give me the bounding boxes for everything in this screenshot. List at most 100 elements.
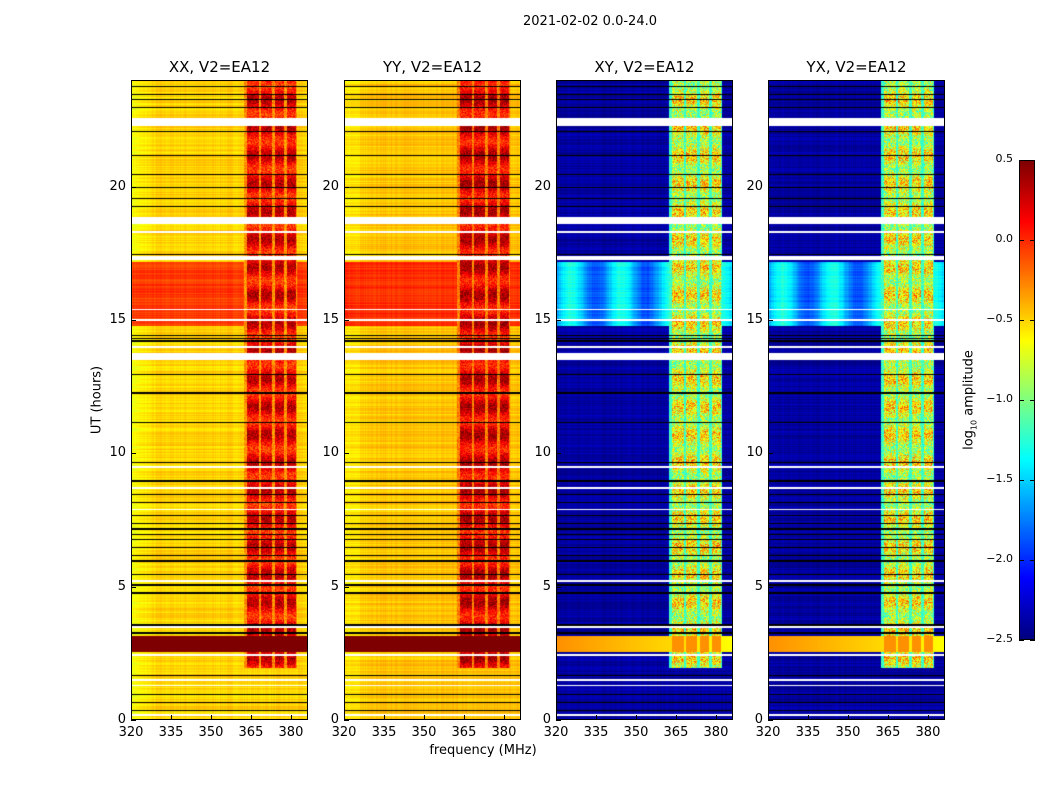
x-tick-mark — [847, 715, 849, 720]
colorbar-tick-mark — [1019, 560, 1024, 561]
figure-title: 2021-02-02 0.0-24.0 — [523, 14, 657, 29]
y-tick-mark — [556, 453, 561, 455]
heatmap-image — [345, 81, 520, 719]
y-tick-mark — [344, 320, 349, 321]
y-tick-label: 0 — [542, 712, 551, 727]
panel-title: YY, V2=EA12 — [382, 58, 483, 76]
y-tick-mark — [768, 320, 773, 321]
y-tick-mark — [556, 586, 561, 588]
heatmap-image — [769, 81, 944, 719]
colorbar-tick-mark — [1030, 400, 1035, 401]
y-tick-mark — [131, 320, 136, 321]
colorbar-tick-mark — [1030, 160, 1035, 161]
y-tick-mark — [768, 586, 773, 588]
y-tick-label: 15 — [109, 312, 126, 327]
colorbar-tick-label: −0.5 — [986, 312, 1013, 325]
y-tick-label: 10 — [746, 445, 763, 461]
colorbar-label: log10 amplitude — [962, 350, 979, 450]
x-tick-label: 380 — [915, 725, 941, 740]
x-tick-label: 380 — [703, 725, 729, 740]
y-tick-label: 10 — [534, 445, 551, 461]
y-tick-label: 5 — [117, 578, 126, 594]
x-tick-label: 350 — [835, 725, 861, 740]
colorbar-tick-mark — [1030, 240, 1035, 241]
colorbar-tick-mark — [1030, 480, 1035, 481]
y-tick-label: 20 — [534, 178, 551, 194]
x-tick-mark — [170, 715, 172, 720]
y-tick-label: 5 — [542, 578, 551, 594]
x-tick-mark — [927, 715, 929, 720]
y-tick-mark — [768, 720, 773, 721]
colorbar-tick-label: −2.0 — [986, 552, 1013, 565]
colorbar-tick-mark — [1019, 240, 1024, 241]
y-tick-mark — [344, 453, 349, 455]
x-tick-mark — [635, 715, 637, 720]
x-tick-mark — [250, 715, 252, 720]
x-tick-label: 335 — [795, 725, 821, 740]
colorbar-tick-label: 0.0 — [995, 232, 1014, 245]
y-tick-mark — [344, 186, 349, 188]
x-tick-mark — [344, 715, 345, 720]
heatmap-image — [557, 81, 732, 719]
colorbar-tick-mark — [1030, 640, 1035, 641]
x-tick-label: 380 — [491, 725, 517, 740]
x-tick-mark — [595, 715, 597, 720]
y-tick-label: 15 — [322, 312, 339, 327]
x-tick-label: 320 — [755, 725, 781, 740]
heatmap-panel — [768, 80, 945, 720]
y-tick-mark — [131, 720, 136, 721]
heatmap-panel — [344, 80, 521, 720]
y-tick-label: 10 — [109, 445, 126, 461]
y-tick-label: 15 — [534, 312, 551, 327]
x-tick-mark — [556, 715, 557, 720]
y-tick-mark — [556, 720, 561, 721]
heatmap-panel — [131, 80, 308, 720]
y-tick-mark — [131, 186, 136, 188]
colorbar-tick-label: −1.0 — [986, 392, 1013, 405]
heatmap-panel — [556, 80, 733, 720]
colorbar-tick-label: −2.5 — [986, 632, 1013, 645]
x-tick-mark — [131, 715, 132, 720]
panel-title: XX, V2=EA12 — [168, 58, 271, 76]
x-tick-mark — [423, 715, 425, 720]
y-tick-label: 5 — [754, 578, 763, 594]
x-tick-label: 320 — [118, 725, 144, 740]
x-tick-mark — [675, 715, 677, 720]
y-tick-mark — [344, 586, 349, 588]
colorbar-tick-mark — [1019, 640, 1024, 641]
heatmap-image — [132, 81, 307, 719]
y-tick-mark — [131, 453, 136, 455]
y-tick-label: 0 — [117, 712, 126, 727]
x-tick-label: 365 — [663, 725, 689, 740]
y-tick-label: 20 — [109, 178, 126, 194]
x-tick-label: 380 — [278, 725, 304, 740]
colorbar-tick-mark — [1019, 160, 1024, 161]
y-tick-label: 20 — [746, 178, 763, 194]
y-tick-label: 0 — [330, 712, 339, 727]
colorbar-tick-mark — [1019, 480, 1024, 481]
x-tick-label: 335 — [583, 725, 609, 740]
x-tick-mark — [807, 715, 809, 720]
x-tick-label: 350 — [411, 725, 437, 740]
y-tick-mark — [768, 186, 773, 188]
x-tick-mark — [503, 715, 505, 720]
colorbar-label-text: amplitude — [961, 350, 977, 420]
y-tick-mark — [768, 453, 773, 455]
x-tick-label: 365 — [238, 725, 264, 740]
x-tick-mark — [290, 715, 292, 720]
panel-title: YX, V2=EA12 — [806, 58, 907, 76]
x-tick-label: 335 — [158, 725, 184, 740]
y-tick-mark — [344, 720, 349, 721]
y-tick-label: 10 — [322, 445, 339, 461]
x-tick-mark — [715, 715, 717, 720]
colorbar-tick-mark — [1019, 400, 1024, 401]
colorbar-tick-label: −1.5 — [986, 472, 1013, 485]
colorbar-gradient — [1020, 161, 1034, 639]
x-tick-mark — [463, 715, 465, 720]
y-axis-label: UT (hours) — [89, 365, 105, 435]
y-tick-label: 0 — [754, 712, 763, 727]
colorbar-tick-mark — [1030, 560, 1035, 561]
y-tick-label: 20 — [322, 178, 339, 194]
colorbar-tick-label: 0.5 — [995, 152, 1014, 165]
